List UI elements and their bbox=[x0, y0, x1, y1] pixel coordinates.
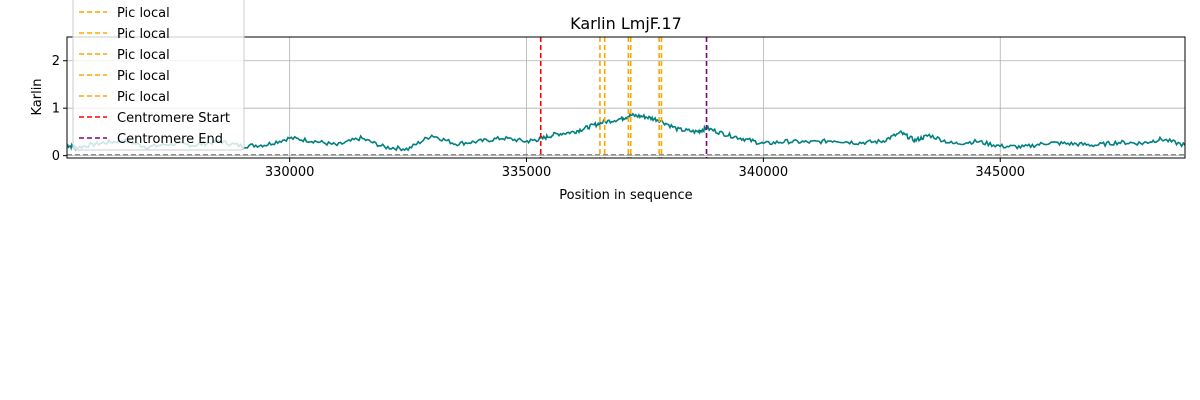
plot-area bbox=[67, 37, 1185, 158]
legend-label-3: Pic local bbox=[117, 69, 170, 84]
x-axis-label: Position in sequence bbox=[559, 188, 692, 203]
y-axis-label: Karlin bbox=[30, 78, 45, 115]
grid bbox=[67, 37, 1185, 158]
legend-box bbox=[72, 0, 245, 151]
y-tick-label-0: 0 bbox=[52, 149, 60, 164]
legend-label-1: Pic local bbox=[117, 27, 170, 42]
legend-label-4: Pic local bbox=[117, 90, 170, 105]
legend-label-0: Pic local bbox=[117, 6, 170, 21]
legend-label-6: Centromere End bbox=[117, 132, 223, 147]
legend: Pic local Pic local Pic local Pic local Pic … bbox=[72, 0, 245, 151]
x-tick-label-1: 335000 bbox=[502, 165, 552, 180]
x-tick-label-2: 340000 bbox=[739, 165, 789, 180]
chart-title: Karlin LmjF.17 bbox=[570, 14, 682, 33]
plot-frame bbox=[66, 36, 1186, 159]
y-tick-label-2: 2 bbox=[52, 54, 60, 69]
y-tick-label-1: 1 bbox=[52, 102, 60, 117]
legend-label-2: Pic local bbox=[117, 48, 170, 63]
legend-label-5: Centromere Start bbox=[117, 111, 230, 126]
x-tick-label-0: 330000 bbox=[265, 165, 315, 180]
x-tick-label-3: 345000 bbox=[975, 165, 1025, 180]
karlin-series-line bbox=[67, 111, 1185, 152]
plot-inner bbox=[67, 37, 1185, 158]
axis-ticks: 330000 335000 340000 345000 0 1 2 bbox=[52, 54, 1025, 180]
